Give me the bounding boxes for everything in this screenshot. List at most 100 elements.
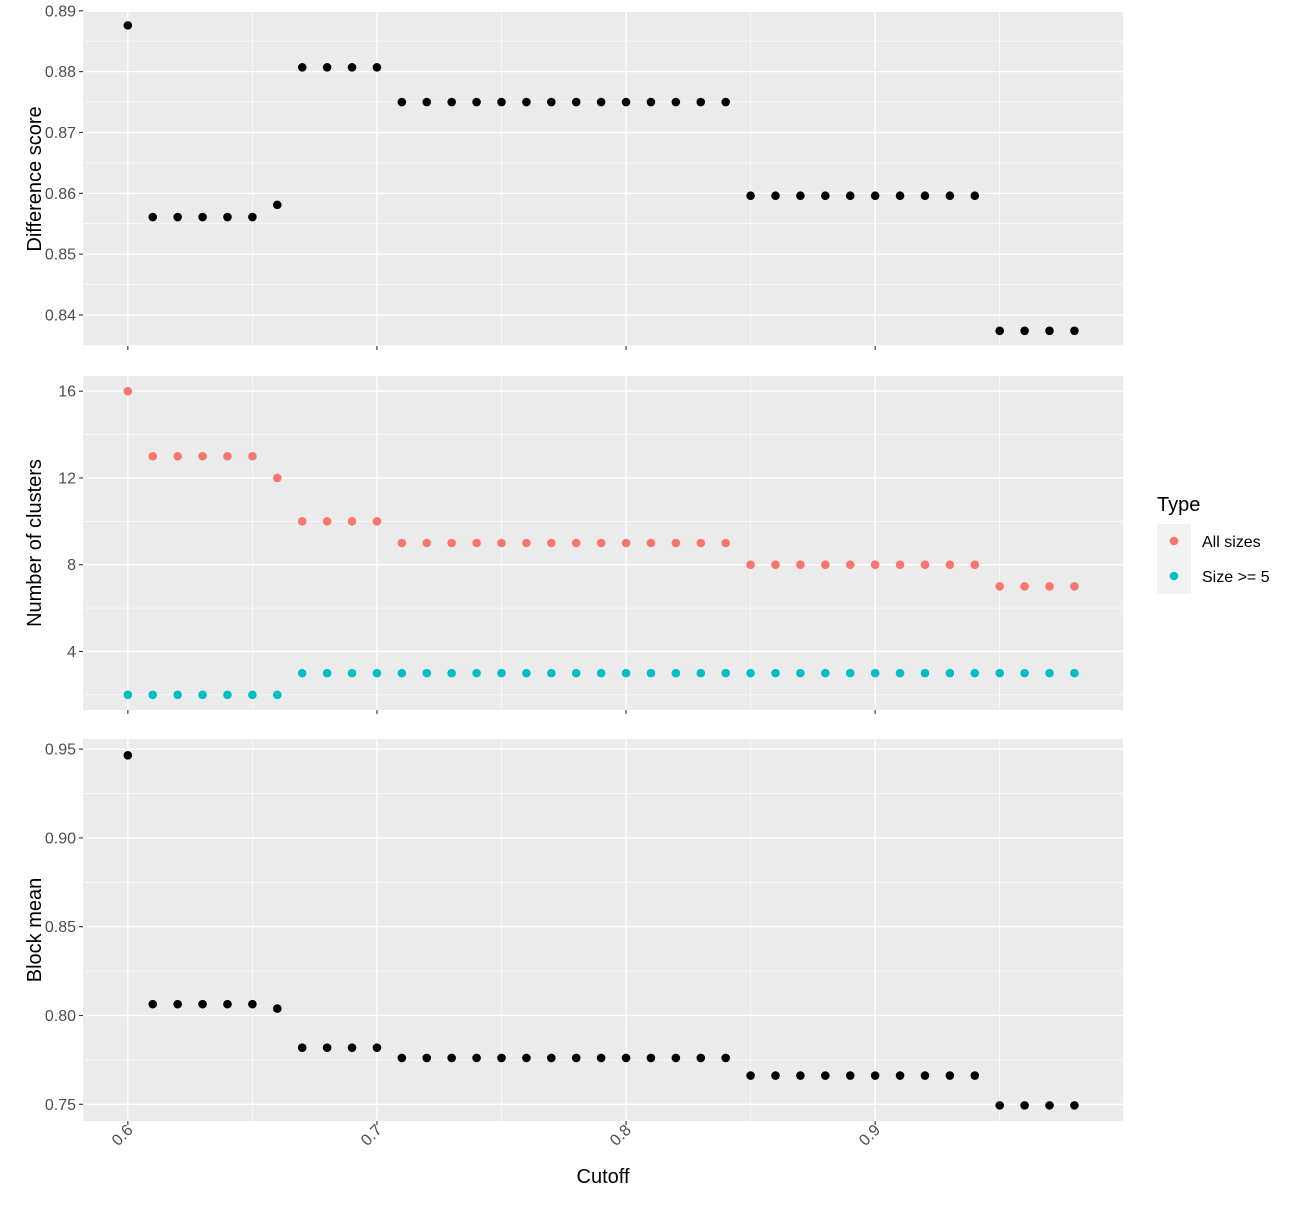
data-point [621, 1053, 631, 1063]
data-point [596, 1053, 606, 1063]
data-point [198, 451, 207, 461]
data-point [945, 1071, 955, 1080]
data-point [472, 538, 481, 548]
data-point [422, 668, 432, 678]
data-point [347, 517, 357, 526]
data-point [696, 668, 706, 678]
data-point [845, 560, 855, 569]
data-point [447, 97, 456, 107]
data-point [771, 560, 780, 569]
data-point [746, 560, 755, 569]
y-tick-label: 16 [58, 384, 76, 401]
data-point [198, 690, 207, 700]
data-point [198, 999, 207, 1009]
panel-background [83, 739, 1123, 1121]
data-point [995, 582, 1004, 591]
data-point [272, 200, 282, 210]
data-point [148, 999, 158, 1009]
data-point [173, 690, 182, 700]
data-point [347, 1043, 357, 1052]
data-point [995, 668, 1004, 678]
data-point [796, 560, 805, 569]
data-point [397, 668, 407, 678]
y-tick-label: 0.85 [45, 247, 76, 264]
data-point [895, 560, 905, 569]
data-point [123, 751, 133, 760]
data-point [397, 1053, 407, 1063]
data-point [1045, 326, 1054, 336]
data-point [671, 1053, 681, 1063]
data-point [970, 560, 980, 569]
data-point [771, 191, 780, 201]
data-point [547, 1053, 556, 1063]
data-point [821, 191, 830, 201]
data-point [148, 212, 158, 222]
data-point [945, 668, 955, 678]
data-point [248, 212, 257, 222]
data-point [422, 538, 432, 548]
data-point [372, 1043, 382, 1052]
data-point [497, 668, 506, 678]
data-point [970, 668, 980, 678]
data-point [1045, 582, 1054, 591]
data-point [771, 1071, 780, 1080]
data-point [1020, 1101, 1029, 1110]
data-point [297, 668, 307, 678]
y-tick-label: 0.95 [45, 742, 76, 759]
data-point [522, 668, 531, 678]
data-point [970, 1071, 980, 1080]
data-point [920, 668, 930, 678]
data-point [671, 668, 681, 678]
data-point [173, 212, 182, 222]
y-tick-label: 8 [67, 557, 76, 574]
data-point [1020, 582, 1029, 591]
x-tick-label: 0.6 [109, 1122, 137, 1150]
data-point [547, 97, 556, 107]
y-tick-label: 4 [67, 644, 76, 661]
data-point [995, 326, 1004, 336]
data-point [322, 668, 332, 678]
x-tick-label: 0.8 [607, 1122, 635, 1150]
data-point [447, 1053, 456, 1063]
data-point [472, 1053, 481, 1063]
data-point [721, 1053, 730, 1063]
data-point [895, 191, 905, 201]
data-point [372, 63, 382, 72]
data-point [397, 538, 407, 548]
data-point [322, 517, 332, 526]
data-point [895, 1071, 905, 1080]
data-point [248, 999, 257, 1009]
panel-2: 4 8 12 16 Number of clusters [24, 376, 1123, 714]
data-point [646, 97, 656, 107]
y-tick-label: 0.90 [45, 830, 76, 847]
data-point [148, 690, 158, 700]
data-point [297, 1043, 307, 1052]
data-point [223, 451, 232, 461]
y-tick-label: 0.88 [45, 64, 76, 81]
data-point [422, 1053, 432, 1063]
data-point [1070, 326, 1079, 336]
data-point [198, 212, 207, 222]
data-point [995, 1101, 1004, 1110]
data-point [646, 538, 656, 548]
data-point [123, 690, 133, 700]
data-point [696, 538, 706, 548]
panel-1: 0.84 0.85 0.86 0.87 0.88 0.89 Difference score [24, 3, 1123, 350]
data-point [596, 97, 606, 107]
data-point [522, 538, 531, 548]
data-point [746, 191, 755, 201]
data-point [1045, 1101, 1054, 1110]
data-point [646, 1053, 656, 1063]
data-point [821, 560, 830, 569]
data-point [322, 1043, 332, 1052]
legend-label: All sizes [1202, 534, 1261, 551]
data-point [596, 538, 606, 548]
data-point [522, 1053, 531, 1063]
legend-title: Type [1157, 494, 1200, 516]
data-point [522, 97, 531, 107]
legend-label: Size >= 5 [1202, 569, 1270, 586]
data-point [845, 668, 855, 678]
data-point [845, 1071, 855, 1080]
y-axis-title: Difference score [24, 106, 46, 251]
